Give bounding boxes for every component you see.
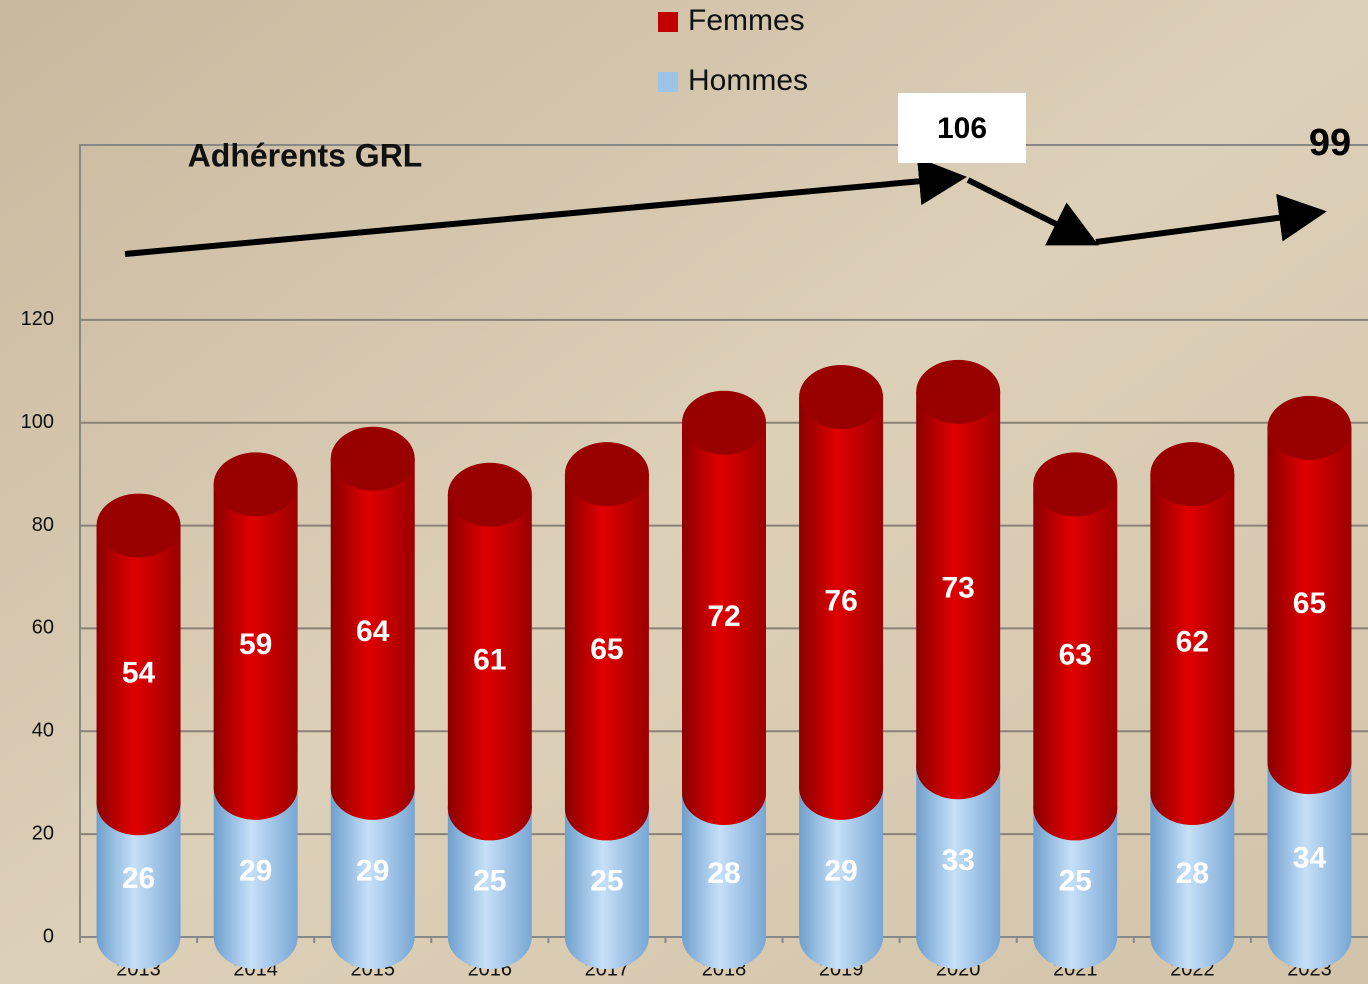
- y-tick-label: 120: [21, 308, 54, 330]
- legend-label: Femmes: [688, 4, 805, 37]
- value-label: 28: [707, 857, 740, 890]
- bar-base: [330, 905, 415, 969]
- bar-base: [682, 761, 766, 825]
- value-label: 28: [1176, 857, 1209, 890]
- bar-base: [799, 755, 884, 820]
- bar-base: [916, 905, 1001, 969]
- bar-base: [1033, 905, 1118, 969]
- bar-segment: [330, 458, 415, 788]
- bar-base: [564, 905, 649, 969]
- bar-segment: [799, 397, 884, 788]
- value-label: 65: [590, 633, 623, 666]
- bar-base: [799, 905, 884, 969]
- bar-base: [447, 776, 532, 841]
- value-label: 29: [239, 854, 272, 887]
- trend-arrow: [1095, 193, 1327, 245]
- legend-swatch: [658, 12, 678, 32]
- bar-base: [564, 776, 649, 841]
- value-label: 25: [473, 865, 506, 898]
- chart-title: Adhérents GRL: [188, 137, 423, 173]
- y-tick-label: 60: [32, 617, 54, 639]
- y-tick-label: 20: [32, 822, 54, 844]
- bar-top: [96, 493, 181, 558]
- annotation-box: [898, 93, 1026, 163]
- value-label: 33: [941, 844, 974, 877]
- bar-segment: [564, 474, 649, 809]
- value-label: 25: [1059, 865, 1092, 898]
- value-label: 76: [824, 584, 857, 617]
- value-label: 29: [824, 854, 857, 887]
- value-label: 62: [1176, 625, 1209, 658]
- bar-segment: [96, 525, 181, 804]
- value-label: 34: [1293, 841, 1327, 874]
- value-label: 65: [1293, 587, 1326, 620]
- bar-top: [682, 390, 766, 455]
- bar-segment: [1033, 484, 1118, 809]
- value-label: 72: [707, 600, 740, 633]
- annotation: 106: [937, 112, 987, 145]
- bar-base: [1267, 905, 1352, 969]
- trend-arrow: [966, 177, 1099, 246]
- bar-base: [1033, 776, 1118, 841]
- bar-top: [1267, 395, 1352, 460]
- value-label: 59: [239, 628, 272, 661]
- bar-base: [213, 755, 298, 820]
- value-label: 54: [122, 656, 156, 689]
- bar-top: [330, 426, 415, 491]
- bar-base: [916, 735, 1001, 800]
- value-label: 73: [941, 571, 974, 604]
- legend-swatch: [658, 72, 678, 92]
- y-tick-label: 40: [32, 720, 54, 742]
- bar-segment: [916, 391, 1001, 768]
- bar-base: [96, 905, 181, 969]
- bar-base: [1267, 730, 1352, 795]
- bar-top: [447, 462, 532, 527]
- bar-segment: [682, 422, 766, 793]
- bar-top: [1150, 442, 1235, 507]
- y-tick-label: 80: [32, 514, 54, 536]
- value-label: 29: [356, 854, 389, 887]
- value-label: 61: [473, 643, 506, 676]
- value-label: 64: [356, 615, 390, 648]
- bar-base: [1150, 905, 1235, 969]
- bar-base: [213, 905, 298, 969]
- bar-top: [1033, 452, 1118, 517]
- value-label: 25: [590, 865, 623, 898]
- bar-segment: [1150, 474, 1235, 793]
- legend-label: Hommes: [688, 64, 808, 97]
- bar-top: [799, 365, 884, 429]
- value-label: 26: [122, 862, 155, 895]
- bar-segment: [213, 484, 298, 788]
- bar-top: [916, 359, 1001, 424]
- bar-base: [330, 755, 415, 820]
- bar-base: [1150, 761, 1235, 825]
- annotation: 99: [1309, 122, 1351, 164]
- trend-arrow: [124, 157, 967, 257]
- bar-base: [682, 905, 766, 969]
- bar-top: [213, 452, 298, 517]
- bar-segment: [1267, 427, 1352, 763]
- bar-base: [447, 905, 532, 969]
- value-label: 63: [1059, 638, 1092, 671]
- bar-top: [564, 442, 649, 507]
- bar-segment: [447, 494, 532, 809]
- bar-base: [96, 771, 181, 836]
- y-tick-label: 100: [21, 411, 54, 433]
- y-tick-label: 0: [43, 925, 54, 947]
